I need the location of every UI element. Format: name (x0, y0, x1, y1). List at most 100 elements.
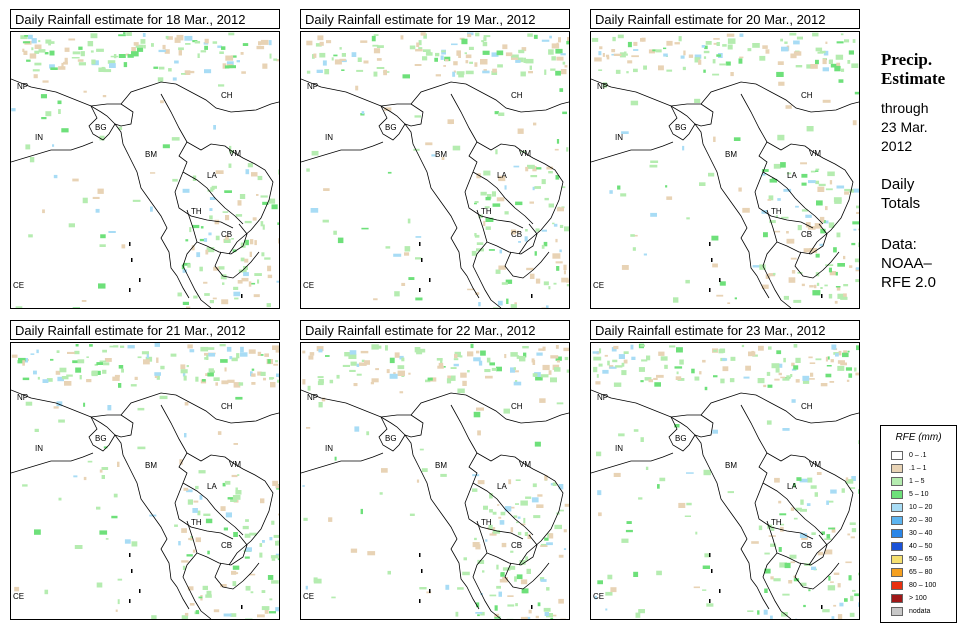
rainfall-cell (510, 550, 514, 553)
rainfall-cell (315, 43, 322, 47)
rainfall-cell (339, 47, 342, 50)
rainfall-cell (720, 378, 725, 384)
rainfall-cell (474, 234, 480, 238)
rainfall-cell (831, 527, 836, 533)
rainfall-cell (131, 47, 136, 53)
border-line (176, 586, 190, 610)
border-line (186, 520, 248, 566)
rainfall-cell (193, 500, 199, 503)
rainfall-cell (713, 375, 718, 378)
rainfall-cell (181, 560, 189, 563)
country-label-in: IN (325, 444, 333, 453)
legend-label: 50 – 65 (909, 556, 933, 563)
rainfall-cell (541, 307, 548, 308)
rainfall-cell (17, 360, 24, 364)
rainfall-cell (795, 507, 802, 511)
rainfall-cell (546, 305, 549, 308)
rainfall-cell (269, 198, 276, 204)
island (129, 599, 131, 603)
rainfall-cell (820, 228, 826, 234)
rainfall-cell (729, 378, 735, 383)
rainfall-cell (474, 62, 478, 67)
rainfall-cell (464, 52, 467, 55)
rainfall-cell (64, 381, 72, 386)
rainfall-cell (137, 407, 145, 411)
rainfall-cell (658, 65, 664, 71)
rainfall-cell (840, 296, 848, 300)
rainfall-cell (354, 426, 360, 432)
rainfall-cell (409, 513, 415, 516)
rainfall-cell (558, 598, 564, 604)
rainfall-cell (181, 528, 187, 533)
rainfall-cell (828, 527, 835, 530)
border-line (762, 552, 792, 619)
rainfall-cell (262, 63, 268, 69)
rainfall-cell (275, 484, 279, 489)
rainfall-cell (482, 41, 488, 47)
island (129, 242, 131, 246)
rainfall-cell (730, 356, 736, 361)
rainfall-cell (562, 61, 566, 65)
rainfall-cell (510, 527, 514, 533)
rainfall-cell (790, 507, 794, 511)
rainfall-cell (498, 591, 502, 597)
rainfall-cell (145, 356, 153, 362)
rainfall-cell (771, 177, 775, 180)
rainfall-cell (275, 553, 279, 556)
rainfall-cell (273, 58, 278, 61)
rainfall-cell (830, 359, 834, 363)
rainfall-cell (848, 575, 852, 581)
rainfall-cell (467, 288, 475, 291)
rainfall-cell (200, 50, 207, 53)
rainfall-cell (515, 503, 519, 505)
rainfall-cell (806, 64, 814, 69)
rainfall-cell (836, 62, 841, 68)
rainfall-cell (235, 487, 238, 491)
sidebar-through: through 23 Mar. 2012 (881, 99, 928, 156)
rainfall-cell (542, 364, 550, 371)
rainfall-cell (703, 69, 706, 73)
rainfall-cell (328, 517, 333, 522)
rainfall-cell (228, 163, 232, 168)
rainfall-cell (492, 203, 501, 207)
rainfall-cell (232, 565, 240, 570)
rainfall-cell (457, 587, 464, 590)
rainfall-cell (688, 54, 694, 58)
rainfall-cell (521, 588, 529, 594)
rainfall-cell (184, 612, 189, 616)
rainfall-cell (22, 484, 28, 487)
rainfall-cell (373, 48, 381, 54)
rainfall-cell (840, 33, 844, 36)
rainfall-cell (830, 63, 838, 68)
rainfall-cell (187, 586, 194, 591)
rainfall-cell (516, 355, 520, 359)
rainfall-cell (184, 402, 189, 406)
rainfall-cell (115, 609, 118, 612)
rainfall-cell (552, 253, 561, 259)
rainfall-cell (164, 49, 170, 54)
rainfall-cell (63, 61, 68, 65)
rainfall-cell (41, 117, 47, 120)
rainfall-cell (518, 49, 525, 54)
rainfall-cell (686, 472, 694, 474)
rainfall-cell (181, 615, 189, 619)
rainfall-cell (235, 214, 243, 217)
legend-swatch (891, 451, 903, 460)
rainfall-cell (356, 373, 362, 376)
border-line (476, 141, 564, 255)
rainfall-cell (630, 234, 635, 237)
rainfall-cell (312, 54, 315, 59)
border-line (182, 552, 212, 619)
rainfall-cell (698, 59, 702, 65)
rainfall-cell (468, 46, 474, 50)
rainfall-cell (494, 605, 498, 611)
rainfall-cell (204, 357, 209, 360)
rainfall-cell (421, 468, 428, 472)
rainfall-cell (159, 66, 165, 70)
rainfall-cell (498, 265, 506, 270)
rainfall-cell (535, 615, 539, 619)
rainfall-cell (810, 485, 817, 489)
rainfall-cell (653, 377, 658, 380)
rainfall-cell (727, 491, 734, 494)
rainfall-cell (389, 357, 395, 364)
